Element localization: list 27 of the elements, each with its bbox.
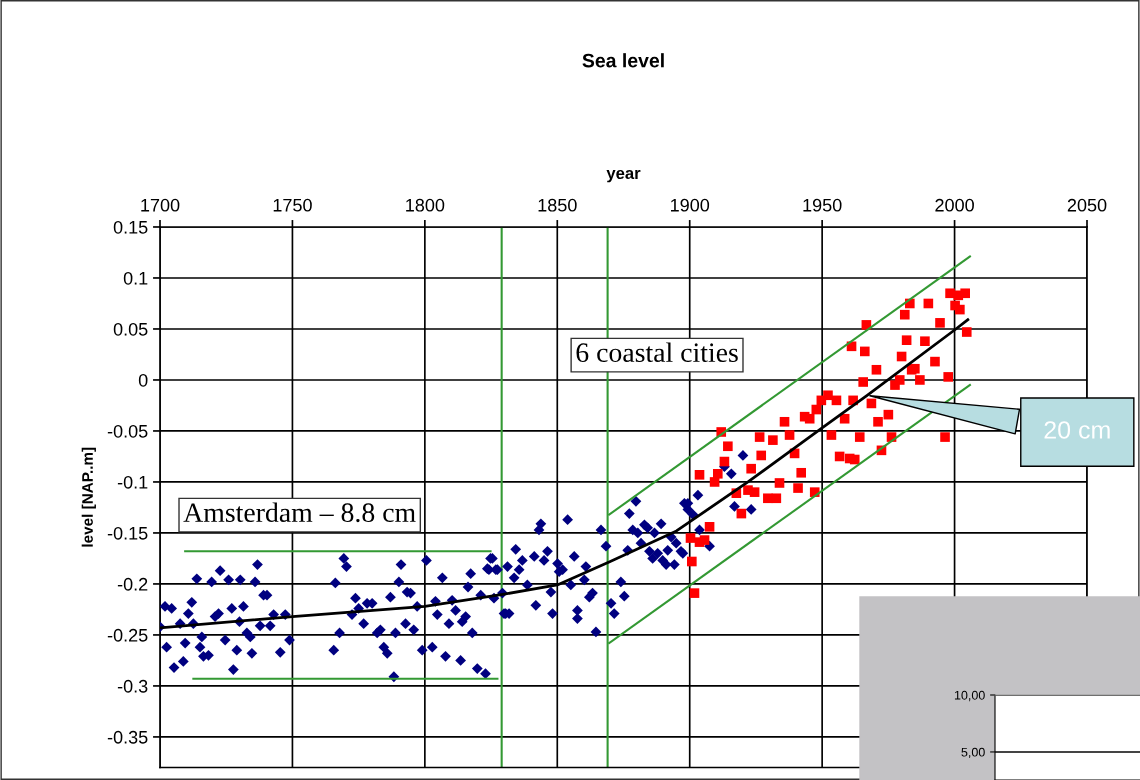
y-tick-label: -0.3: [117, 679, 148, 693]
y-tick-label: -0.15: [107, 526, 148, 540]
annotation: 10,00: [954, 690, 985, 702]
y-tick-label: -0.35: [107, 730, 148, 744]
y-axis-title: level [NAP..m]: [81, 447, 96, 547]
x-tick-label: 1700: [141, 198, 180, 212]
y-tick-label: 0: [138, 373, 148, 387]
x-tick-label: 1950: [803, 198, 842, 212]
x-tick-label: 1850: [538, 198, 577, 212]
chart-title: Sea level: [582, 53, 664, 68]
y-tick-label: -0.25: [107, 628, 148, 642]
annotation: 20 cm: [1044, 421, 1110, 439]
y-tick-label: 0.05: [113, 322, 148, 336]
y-tick-label: 0.15: [113, 220, 148, 234]
annotation: Amsterdam – 8.8 cm: [183, 502, 416, 523]
x-tick-label: 1900: [671, 198, 710, 212]
annotation: 5,00: [961, 747, 985, 759]
y-tick-label: 0.1: [123, 271, 148, 285]
x-tick-label: 1750: [273, 198, 312, 212]
y-tick-label: -0.2: [117, 577, 148, 591]
x-tick-label: 2000: [935, 198, 974, 212]
y-tick-label: -0.1: [117, 475, 148, 489]
x-axis-title: year: [606, 169, 641, 183]
x-tick-label: 1800: [406, 198, 445, 212]
annotation: 6 coastal cities: [576, 342, 738, 363]
y-tick-label: -0.05: [107, 424, 148, 438]
x-tick-label: 2050: [1067, 198, 1107, 212]
